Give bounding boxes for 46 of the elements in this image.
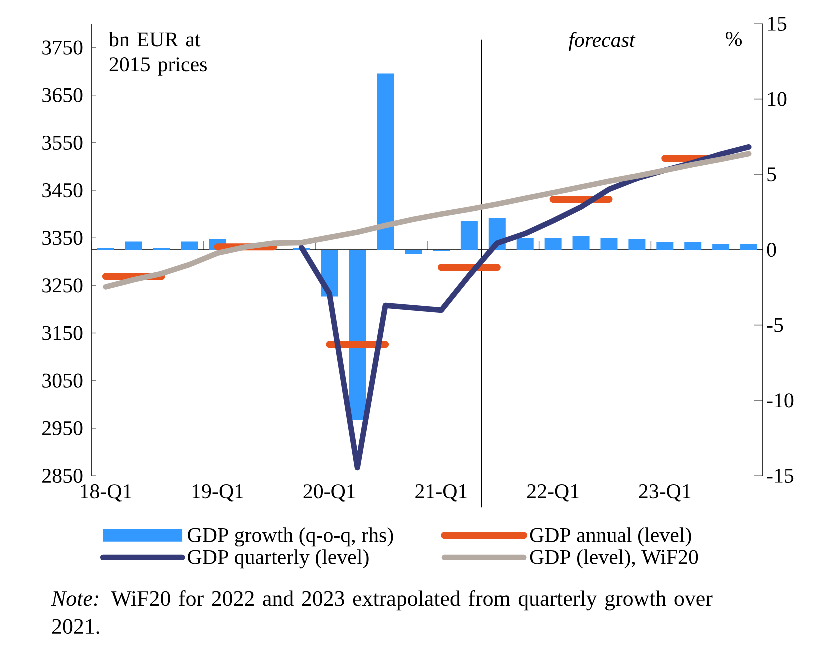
bar <box>377 74 394 250</box>
bar <box>600 238 618 250</box>
bar <box>544 238 562 250</box>
y-tick-label: 3450 <box>42 183 83 198</box>
y-axis-title: bn EUR at 2015 prices <box>108 32 207 76</box>
x-tick-label: 22-Q1 <box>528 484 579 502</box>
y2-tick-label: -5 <box>767 318 784 332</box>
x-tick-label: 21-Q1 <box>416 484 467 502</box>
y-tick-label: 3650 <box>42 88 83 102</box>
y-tick-label: 3750 <box>42 40 83 55</box>
bar <box>628 239 646 250</box>
y2-tick-label: 0 <box>767 242 776 258</box>
y2-tick-label: 5 <box>768 168 776 182</box>
legend-label: GDP quarterly (level) <box>188 550 369 569</box>
bar <box>740 244 758 250</box>
y-tick-label: 3550 <box>42 136 83 150</box>
x-tick-label: 18-Q1 <box>81 484 132 502</box>
bar <box>516 238 534 250</box>
y-tick-label: 3250 <box>42 278 83 293</box>
x-tick-label: 19-Q1 <box>192 484 244 502</box>
bar <box>656 242 674 250</box>
y-tick-label: 2850 <box>42 468 83 484</box>
text: Note: WiF20 for 2022 and 2023 extrapolated from quarterly growth over 2021. <box>51 590 713 634</box>
bar <box>712 244 730 250</box>
annotation: forecast <box>568 32 636 52</box>
y-tick-label: 3150 <box>42 326 83 340</box>
y2-tick-label: -15 <box>767 468 794 484</box>
y2-tick-label: 15 <box>768 16 787 31</box>
bar <box>572 236 590 250</box>
x-tick-label: 20-Q1 <box>304 484 356 502</box>
y2-axis-title: % <box>726 32 742 46</box>
y2-tick-label: -10 <box>767 394 794 408</box>
y2-tick-label: 10 <box>768 92 787 106</box>
y-tick-label: 3350 <box>42 231 83 246</box>
y-tick-label: 3050 <box>42 374 83 388</box>
bar <box>125 242 142 250</box>
bar <box>349 250 366 420</box>
legend-label: GDP growth (q-o-q, rhs) <box>188 528 394 547</box>
bar <box>684 242 702 250</box>
bar <box>405 250 422 255</box>
legend-label: GDP (level), WiF20 <box>530 550 698 569</box>
bar <box>460 221 478 250</box>
bar <box>181 242 198 250</box>
legend-label: GDP annual (level) <box>530 528 692 547</box>
x-tick-label: 23-Q1 <box>639 484 691 502</box>
y-tick-label: 2950 <box>42 421 83 436</box>
